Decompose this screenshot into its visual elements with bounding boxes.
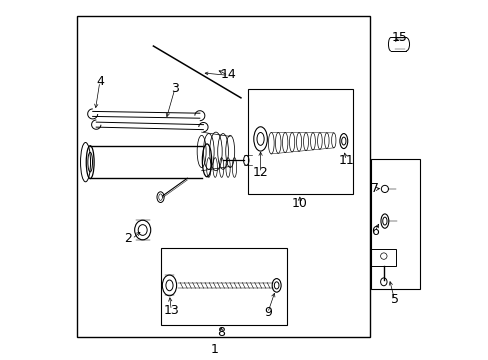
- Bar: [77, 16, 369, 337]
- Text: 6: 6: [370, 225, 378, 238]
- Text: 10: 10: [291, 197, 307, 210]
- Text: 13: 13: [163, 304, 179, 317]
- Text: 11: 11: [338, 154, 353, 167]
- Text: 4: 4: [96, 75, 103, 88]
- Text: 5: 5: [390, 293, 398, 306]
- Text: 7: 7: [370, 183, 378, 195]
- Bar: [370, 249, 395, 266]
- Text: 15: 15: [391, 31, 407, 44]
- Text: 1: 1: [210, 343, 218, 356]
- Text: 12: 12: [252, 166, 268, 179]
- Text: 3: 3: [170, 82, 179, 95]
- Text: 2: 2: [124, 233, 132, 246]
- Bar: [160, 248, 287, 325]
- Bar: [370, 158, 419, 289]
- Text: 14: 14: [220, 68, 236, 81]
- Bar: [247, 89, 353, 194]
- Text: 8: 8: [217, 327, 225, 339]
- Text: 9: 9: [263, 306, 271, 319]
